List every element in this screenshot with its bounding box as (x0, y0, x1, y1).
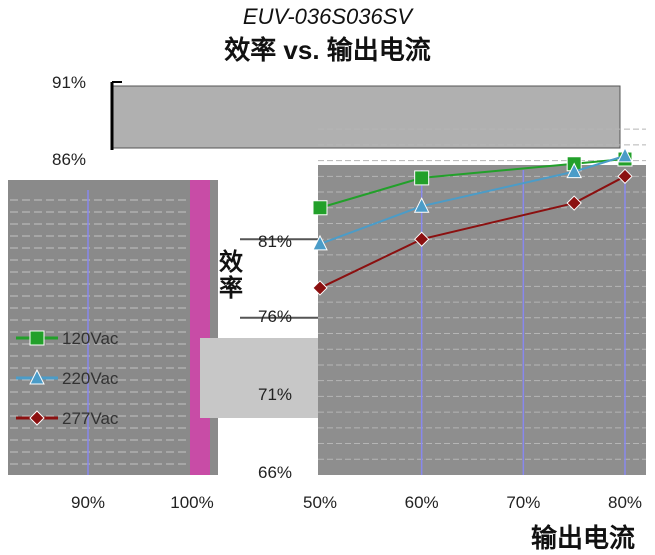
model-name: EUV-036S036SV (242, 4, 413, 29)
legend-item: 120Vac (16, 329, 119, 348)
left-panel-grid (10, 190, 188, 475)
y-tick-label: 81% (258, 232, 292, 251)
data-point-diamond (312, 280, 328, 296)
legend-label: 220Vac (62, 369, 119, 388)
legend-item: 277Vac (16, 409, 119, 428)
data-point-square (29, 330, 45, 346)
x-tick-label: 90% (71, 493, 105, 512)
series-277vac (312, 168, 633, 296)
data-point-diamond (413, 231, 430, 247)
top-bracket-area (111, 85, 621, 149)
y-tick-label: 71% (258, 385, 292, 404)
y-tick-label: 91% (52, 73, 86, 92)
y-tick-label: 76% (258, 307, 292, 326)
series-line (319, 158, 626, 209)
x-tick-labels: 50% 60% 70% 80% 90% 100% (71, 493, 642, 512)
x-tick-label: 50% (303, 493, 337, 512)
legend: 120Vac 220Vac 277Vac (16, 329, 119, 428)
data-point-square (312, 200, 328, 216)
legend-label: 120Vac (62, 329, 119, 348)
x-tick-label: 80% (608, 493, 642, 512)
data-point-diamond (29, 410, 45, 426)
data-point-diamond (617, 168, 633, 185)
data-point-triangle (29, 368, 45, 385)
left-panel-magenta-bar (190, 180, 210, 475)
y-tick-label: 66% (258, 463, 292, 482)
x-tick-label: 70% (506, 493, 540, 512)
x-tick-label: 100% (170, 493, 213, 512)
left-panel-background (8, 180, 218, 475)
data-point-diamond (566, 195, 582, 211)
vertical-gridlines (420, 170, 626, 475)
data-point-triangle (413, 197, 430, 213)
x-axis-label: 输出电流 (530, 523, 635, 553)
y-tick-labels: 66% 71% 76% 81% 86% 91% (52, 73, 292, 482)
data-point-square (414, 170, 430, 186)
horizontal-gridlines (240, 128, 646, 460)
y-axis-label: 效率 (219, 249, 243, 302)
data-point-triangle (617, 146, 633, 163)
series-220vac (312, 146, 633, 251)
x-tick-label: 60% (405, 493, 439, 512)
series-line (319, 154, 626, 245)
data-point-triangle (312, 234, 328, 251)
legend-label: 277Vac (62, 409, 119, 428)
legend-item: 220Vac (16, 368, 119, 388)
y-tick-label: 86% (52, 150, 86, 169)
chart-title: 效率 vs. 输出电流 (224, 35, 431, 65)
connector-panel (200, 338, 318, 418)
series-group (312, 146, 633, 296)
data-point-triangle (566, 162, 582, 179)
series-line (319, 175, 626, 289)
plot-area (318, 165, 646, 475)
